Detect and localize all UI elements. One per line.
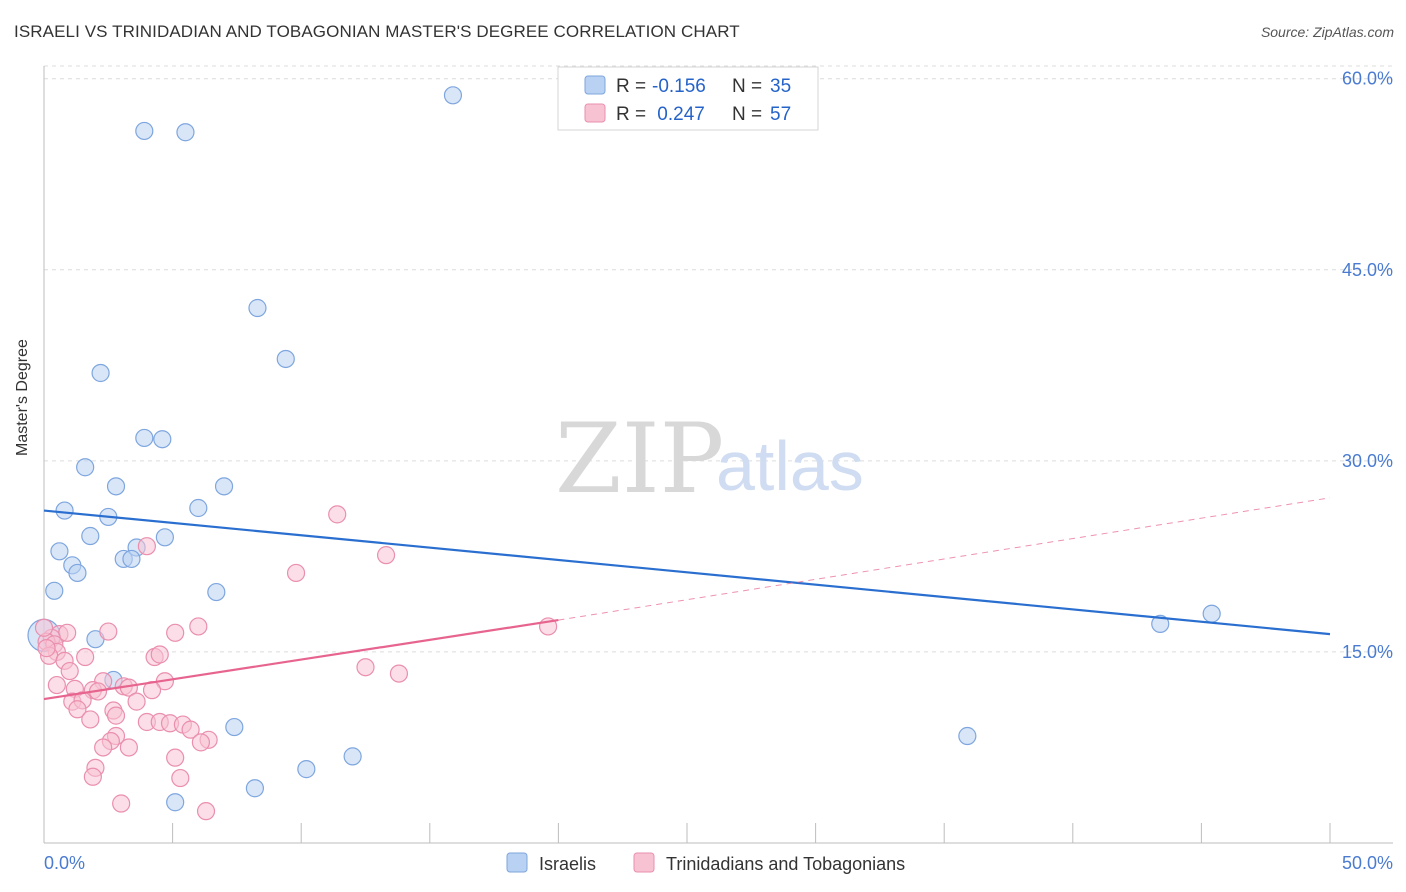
trinidadians-point-3 <box>286 563 306 583</box>
trinidadians-point-2 <box>376 546 396 565</box>
trinidadians-point-36 <box>106 706 126 725</box>
israelis-point-0 <box>443 86 463 105</box>
trinidadians-point-17 <box>150 645 169 664</box>
israelis-point-12 <box>55 501 74 520</box>
bottom-legend-swatch-israelis <box>506 852 528 873</box>
trinidadians-point-54 <box>196 802 216 821</box>
israelis-point-31 <box>297 760 316 779</box>
israelis-point-14 <box>81 526 100 546</box>
israelis-point-10 <box>214 477 234 496</box>
israelis-point-9 <box>106 477 126 496</box>
israelis-point-33 <box>245 779 265 798</box>
israelis-point-19 <box>122 549 141 569</box>
trinidadians-point-42 <box>181 720 200 739</box>
israelis-point-7 <box>153 430 172 449</box>
watermark: ZIP atlas <box>555 403 864 515</box>
israelis-point-8 <box>76 458 95 477</box>
watermark-atlas: atlas <box>716 427 864 505</box>
y-tick-label-0: 15.0% <box>1342 642 1393 662</box>
israelis-point-15 <box>155 528 174 547</box>
trinidadians-point-21 <box>60 661 79 681</box>
legend-r-value-2: 0.247 <box>652 104 705 125</box>
israelis-point-34 <box>166 793 185 812</box>
legend-n-value-2: 57 <box>770 104 791 125</box>
israelis-point-5 <box>91 363 110 383</box>
trinidadians-point-20 <box>389 664 409 683</box>
watermark-zip: ZIP <box>555 403 724 515</box>
legend-r-label-2: R = <box>616 104 646 125</box>
trinidadians-point-47 <box>94 738 113 757</box>
trinidadians-point-51 <box>171 768 190 788</box>
x-tick-label-0: 0.0% <box>44 853 85 873</box>
trinidadians-point-0 <box>328 505 347 524</box>
bottom-legend: Israelis Trinidadians and Tobagonians <box>506 852 905 874</box>
gridlines <box>44 65 1393 653</box>
israelis-point-4 <box>276 349 295 369</box>
trend-lines <box>43 497 1331 701</box>
trinidadians-point-52 <box>83 767 102 786</box>
israelis-point-1 <box>135 121 154 141</box>
legend-r-value-1: -0.156 <box>652 76 706 97</box>
israelis-point-30 <box>958 726 977 746</box>
trinidadians-trend-extension <box>558 497 1331 621</box>
israelis-point-32 <box>343 747 362 766</box>
trinidadians-point-49 <box>166 748 185 767</box>
trinidadians-point-18 <box>76 647 95 667</box>
tick-labels: 15.0% 30.0% 45.0% 60.0% 0.0% 50.0% <box>44 69 1393 873</box>
bottom-legend-israelis: Israelis <box>539 854 596 874</box>
y-tick-label-2: 45.0% <box>1342 260 1393 280</box>
israelis-point-21 <box>68 563 87 583</box>
chart-source: Source: ZipAtlas.com <box>1260 24 1394 40</box>
israelis-point-6 <box>135 428 154 448</box>
legend-n-label-2: N = <box>732 104 762 125</box>
legend-n-value-1: 35 <box>770 76 791 97</box>
israelis-point-29 <box>225 717 244 737</box>
israelis-point-27 <box>1202 604 1221 623</box>
legend-box: R = -0.156 N = 35 R = 0.247 N = 57 <box>557 66 819 131</box>
trinidadians-point-37 <box>81 710 100 729</box>
trinidadians-point-6 <box>99 622 118 641</box>
legend-r-label-1: R = <box>616 76 646 97</box>
israelis-point-22 <box>45 581 64 600</box>
bottom-legend-trinidadians: Trinidadians and Tobagonians <box>666 854 905 874</box>
trinidadians-point-19 <box>356 658 375 677</box>
israelis-trend-line <box>43 509 1331 636</box>
israelis-point-3 <box>248 298 267 318</box>
trinidadians-trend-line <box>43 619 559 701</box>
trinidadians-point-46 <box>191 733 210 752</box>
legend-n-label-1: N = <box>732 76 762 97</box>
trinidadians-point-5 <box>189 617 208 636</box>
x-tick-label-1: 50.0% <box>1342 853 1393 873</box>
trinidadians-point-56 <box>37 639 56 658</box>
chart-title: ISRAELI VS TRINIDADIAN AND TOBAGONIAN MA… <box>14 22 740 41</box>
trinidadians-point-1 <box>137 537 156 556</box>
trinidadians-point-53 <box>112 794 131 813</box>
legend-swatch-trinidadians <box>584 103 606 123</box>
axes <box>43 66 1393 844</box>
trinidadians-point-48 <box>119 738 138 757</box>
trinidadians-point-24 <box>47 675 66 695</box>
trinidadians-point-33 <box>68 700 87 719</box>
y-tick-label-1: 30.0% <box>1342 451 1393 471</box>
data-points <box>27 86 1221 821</box>
israelis-point-2 <box>176 123 195 142</box>
legend-swatch-israelis <box>584 75 606 95</box>
trinidadians-point-55 <box>34 618 54 637</box>
y-tick-label-3: 60.0% <box>1342 69 1393 89</box>
israelis-point-28 <box>1151 614 1170 634</box>
bottom-legend-swatch-trinidadians <box>633 852 655 873</box>
trinidadians-point-7 <box>166 623 185 642</box>
israelis-point-11 <box>189 498 208 518</box>
israelis-point-23 <box>207 582 226 602</box>
israelis-point-17 <box>50 542 69 561</box>
trinidadians-point-34 <box>127 692 146 711</box>
